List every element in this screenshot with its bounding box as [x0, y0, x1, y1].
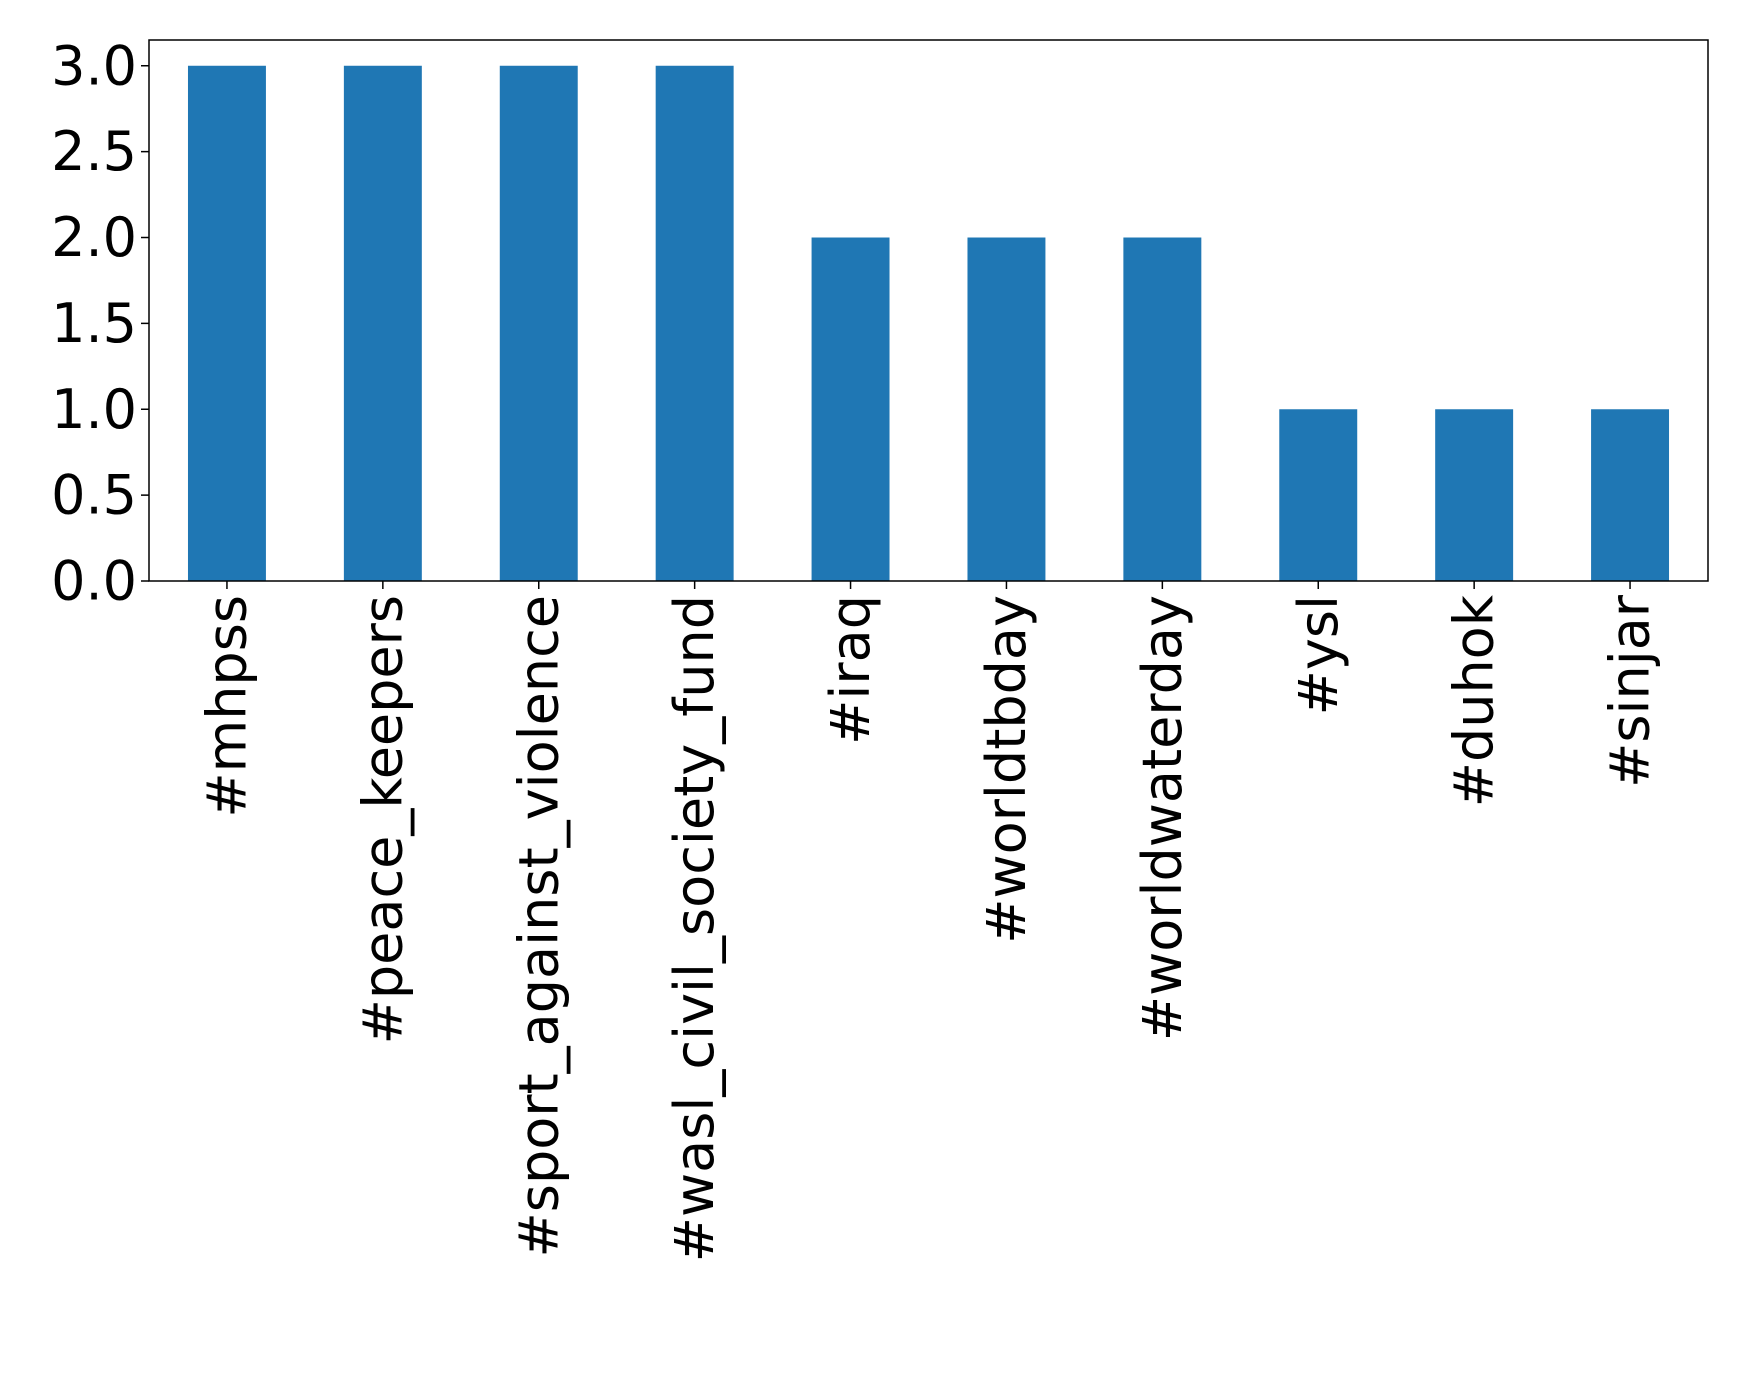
y-tick-label: 2.0: [51, 206, 137, 269]
x-tick-label: #iraq: [819, 595, 882, 745]
x-tick-label: #peace_keepers: [351, 595, 414, 1044]
x-tick-label: #duhok: [1443, 594, 1506, 807]
bar: [1435, 409, 1514, 581]
bar: [499, 65, 578, 581]
bar: [1591, 409, 1670, 581]
bar: [655, 65, 734, 581]
x-tick-label: #worldwaterday: [1131, 595, 1194, 1041]
y-tick-label: 3.0: [51, 34, 137, 97]
y-tick-label: 2.5: [51, 120, 137, 183]
x-tick-label: #ysl: [1287, 595, 1350, 715]
y-tick-label: 0.5: [51, 464, 137, 527]
y-tick-label: 1.0: [51, 378, 137, 441]
x-tick-label: #sinjar: [1599, 594, 1662, 788]
bar: [967, 237, 1046, 581]
x-tick-label: #wasl_civil_society_fund: [663, 595, 726, 1262]
plot-frame: [148, 39, 1709, 582]
bar: [343, 65, 422, 581]
y-tick-label: 0.0: [51, 550, 137, 613]
bar: [1279, 409, 1358, 581]
bar: [1123, 237, 1202, 581]
y-tick-label: 1.5: [51, 292, 137, 355]
x-tick-label: #sport_against_violence: [507, 595, 570, 1257]
bar: [811, 237, 890, 581]
x-tick-label: #mhpss: [195, 595, 258, 818]
x-tick-label: #worldtbday: [975, 595, 1038, 944]
bar: [187, 65, 266, 581]
